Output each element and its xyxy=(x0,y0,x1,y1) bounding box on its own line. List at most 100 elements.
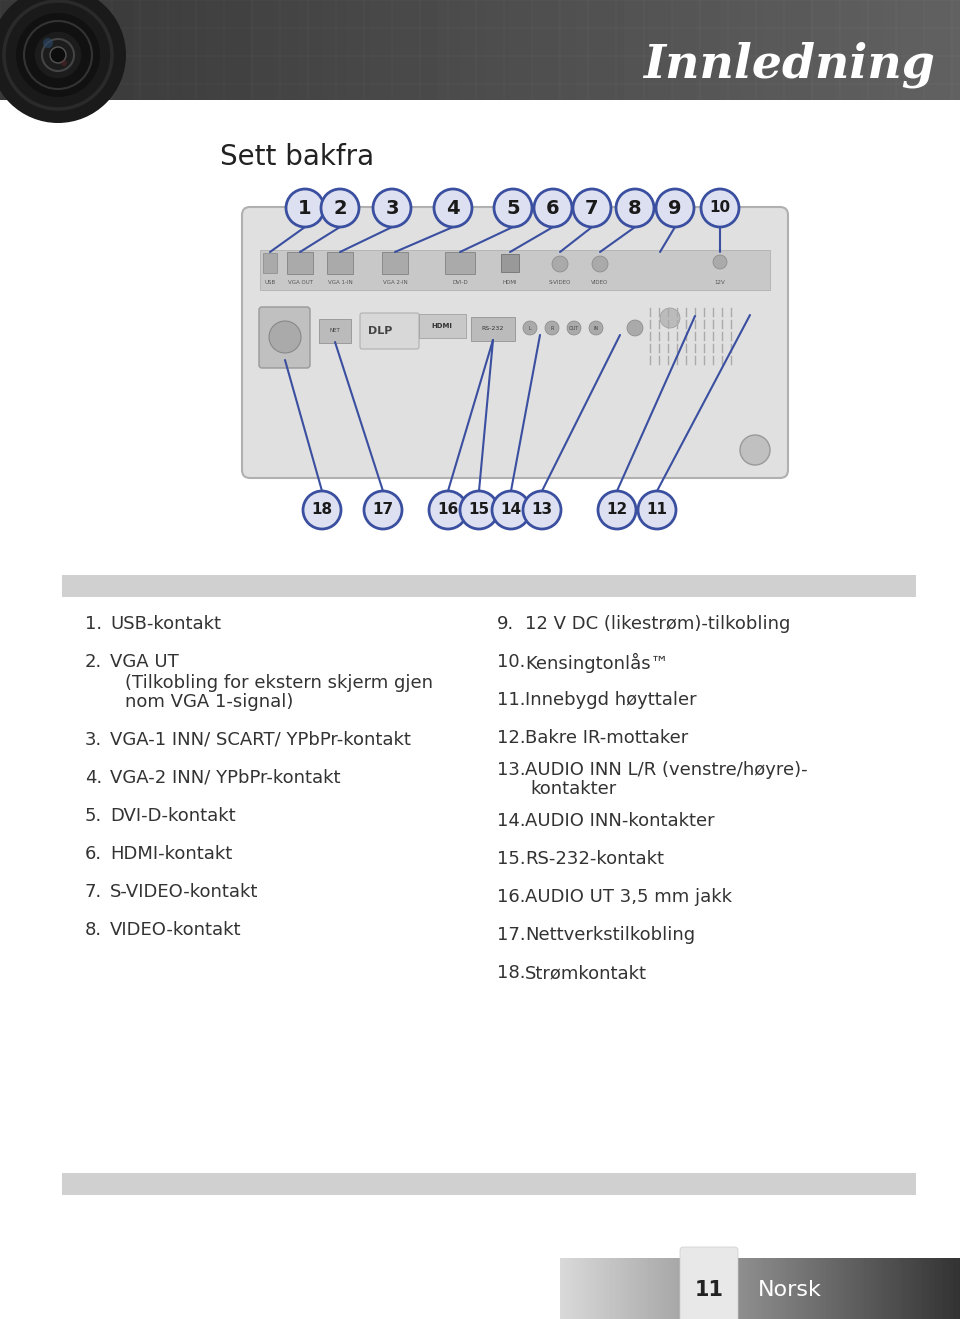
FancyBboxPatch shape xyxy=(501,255,519,272)
Circle shape xyxy=(713,255,727,269)
Text: AUDIO UT 3,5 mm jakk: AUDIO UT 3,5 mm jakk xyxy=(525,888,732,906)
Circle shape xyxy=(492,491,530,529)
Text: HDMI-kontakt: HDMI-kontakt xyxy=(110,845,232,863)
Circle shape xyxy=(269,321,301,353)
Text: HDMI: HDMI xyxy=(432,323,452,328)
Circle shape xyxy=(34,32,82,79)
Text: 7.: 7. xyxy=(85,882,103,901)
Text: 18.: 18. xyxy=(497,964,525,983)
Text: Innebygd høyttaler: Innebygd høyttaler xyxy=(525,691,697,710)
Text: Kensingtonlås™: Kensingtonlås™ xyxy=(525,653,668,673)
FancyBboxPatch shape xyxy=(319,319,351,343)
Circle shape xyxy=(429,491,467,529)
Text: 6: 6 xyxy=(546,198,560,218)
Circle shape xyxy=(61,59,67,66)
Text: 2.: 2. xyxy=(85,653,103,671)
Circle shape xyxy=(592,256,608,272)
Text: 16: 16 xyxy=(438,503,459,517)
Text: RS-232: RS-232 xyxy=(482,327,504,331)
FancyBboxPatch shape xyxy=(327,252,353,274)
Circle shape xyxy=(364,491,402,529)
Text: DVI-D-kontakt: DVI-D-kontakt xyxy=(110,807,235,824)
Text: VIDEO-kontakt: VIDEO-kontakt xyxy=(110,921,242,939)
Circle shape xyxy=(573,189,611,227)
Text: OUT: OUT xyxy=(569,326,579,331)
Text: Norsk: Norsk xyxy=(758,1281,822,1301)
Text: 8.: 8. xyxy=(85,921,102,939)
Text: Nettverkstilkobling: Nettverkstilkobling xyxy=(525,926,695,944)
Text: HDMI: HDMI xyxy=(503,280,517,285)
Text: 14: 14 xyxy=(500,503,521,517)
Text: NET: NET xyxy=(329,328,341,334)
Circle shape xyxy=(321,189,359,227)
Text: 9.: 9. xyxy=(497,615,515,633)
Circle shape xyxy=(638,491,676,529)
Text: VGA 2-IN: VGA 2-IN xyxy=(383,280,407,285)
Text: 17.: 17. xyxy=(497,926,526,944)
Text: 13.: 13. xyxy=(497,761,526,780)
FancyBboxPatch shape xyxy=(360,313,419,350)
FancyBboxPatch shape xyxy=(680,1246,738,1319)
Text: USB-kontakt: USB-kontakt xyxy=(110,615,221,633)
Text: S-VIDEO: S-VIDEO xyxy=(549,280,571,285)
Text: AUDIO INN L/R (venstre/høyre)-: AUDIO INN L/R (venstre/høyre)- xyxy=(525,761,807,780)
Text: 12: 12 xyxy=(607,503,628,517)
Text: 15: 15 xyxy=(468,503,490,517)
Text: nom VGA 1-signal): nom VGA 1-signal) xyxy=(125,692,294,711)
Text: VIDEO: VIDEO xyxy=(591,280,609,285)
Circle shape xyxy=(286,189,324,227)
Circle shape xyxy=(616,189,654,227)
Text: VGA UT: VGA UT xyxy=(110,653,179,671)
Circle shape xyxy=(494,189,532,227)
Circle shape xyxy=(50,47,66,63)
Text: 15.: 15. xyxy=(497,849,526,868)
Circle shape xyxy=(0,0,126,123)
Text: 10: 10 xyxy=(709,200,731,215)
Text: Sett bakfra: Sett bakfra xyxy=(220,142,374,171)
Text: 3: 3 xyxy=(385,198,398,218)
Text: RS-232-kontakt: RS-232-kontakt xyxy=(525,849,664,868)
FancyBboxPatch shape xyxy=(242,207,788,477)
Text: 18: 18 xyxy=(311,503,332,517)
FancyBboxPatch shape xyxy=(419,314,466,338)
Circle shape xyxy=(701,189,739,227)
Text: IN: IN xyxy=(593,326,599,331)
FancyBboxPatch shape xyxy=(62,1173,916,1195)
Text: 1: 1 xyxy=(299,198,312,218)
FancyBboxPatch shape xyxy=(382,252,408,274)
Text: 7: 7 xyxy=(586,198,599,218)
Circle shape xyxy=(460,491,498,529)
Text: 3.: 3. xyxy=(85,731,103,749)
Text: R: R xyxy=(550,326,554,331)
Circle shape xyxy=(567,321,581,335)
Text: 12.: 12. xyxy=(497,729,526,747)
Text: 11: 11 xyxy=(694,1281,724,1301)
Text: 2: 2 xyxy=(333,198,347,218)
Circle shape xyxy=(740,435,770,466)
FancyBboxPatch shape xyxy=(0,100,960,1319)
FancyBboxPatch shape xyxy=(263,253,277,273)
Circle shape xyxy=(373,189,411,227)
Text: AUDIO INN-kontakter: AUDIO INN-kontakter xyxy=(525,813,714,830)
Circle shape xyxy=(16,13,100,98)
Text: Bakre IR-mottaker: Bakre IR-mottaker xyxy=(525,729,688,747)
Text: 11.: 11. xyxy=(497,691,525,710)
Text: 1.: 1. xyxy=(85,615,102,633)
Circle shape xyxy=(552,256,568,272)
Text: 13: 13 xyxy=(532,503,553,517)
Text: DVI-D: DVI-D xyxy=(452,280,468,285)
Text: VGA-2 INN/ YPbPr-kontakt: VGA-2 INN/ YPbPr-kontakt xyxy=(110,769,341,787)
Text: 16.: 16. xyxy=(497,888,525,906)
Text: 12 V DC (likestrøm)-tilkobling: 12 V DC (likestrøm)-tilkobling xyxy=(525,615,790,633)
Circle shape xyxy=(434,189,472,227)
Circle shape xyxy=(627,321,643,336)
Text: 6.: 6. xyxy=(85,845,102,863)
Text: 10.: 10. xyxy=(497,653,525,671)
Circle shape xyxy=(545,321,559,335)
Text: Strømkontakt: Strømkontakt xyxy=(525,964,647,983)
Text: 5: 5 xyxy=(506,198,519,218)
Text: DLP: DLP xyxy=(368,326,393,336)
FancyBboxPatch shape xyxy=(471,317,515,342)
Text: 17: 17 xyxy=(372,503,394,517)
Text: 5.: 5. xyxy=(85,807,103,824)
